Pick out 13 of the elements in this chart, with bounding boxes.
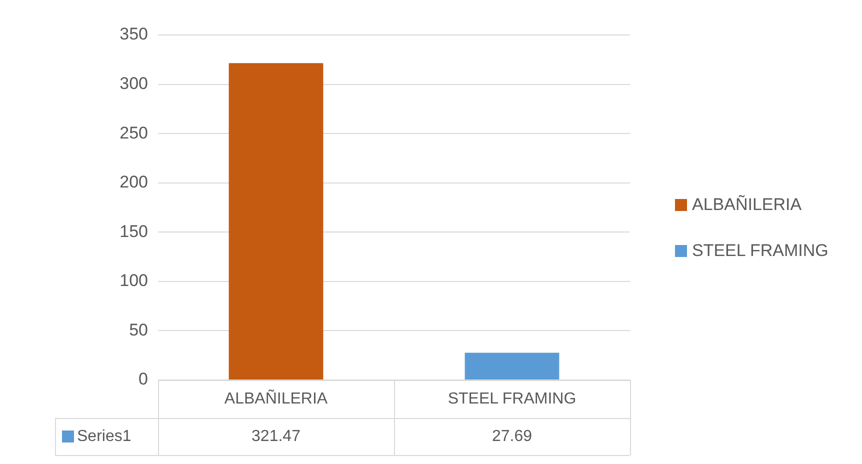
y-tick-label: 50	[129, 320, 148, 340]
y-tick-label: 100	[120, 271, 148, 290]
data-label: 27.69	[492, 428, 532, 445]
y-tick-label: 300	[120, 74, 148, 93]
y-tick-label: 200	[120, 172, 148, 192]
data-label: 321.47	[252, 428, 301, 445]
category-label: STEEL FRAMING	[692, 240, 828, 260]
y-tick-label: 250	[120, 123, 148, 142]
legend-label: Series1	[77, 428, 132, 445]
y-tick-label: 350	[120, 24, 148, 44]
y-tick-label: 0	[138, 370, 148, 389]
category-label: ALBAÑILERIA	[692, 194, 802, 214]
y-tick-label: 150	[120, 222, 148, 241]
